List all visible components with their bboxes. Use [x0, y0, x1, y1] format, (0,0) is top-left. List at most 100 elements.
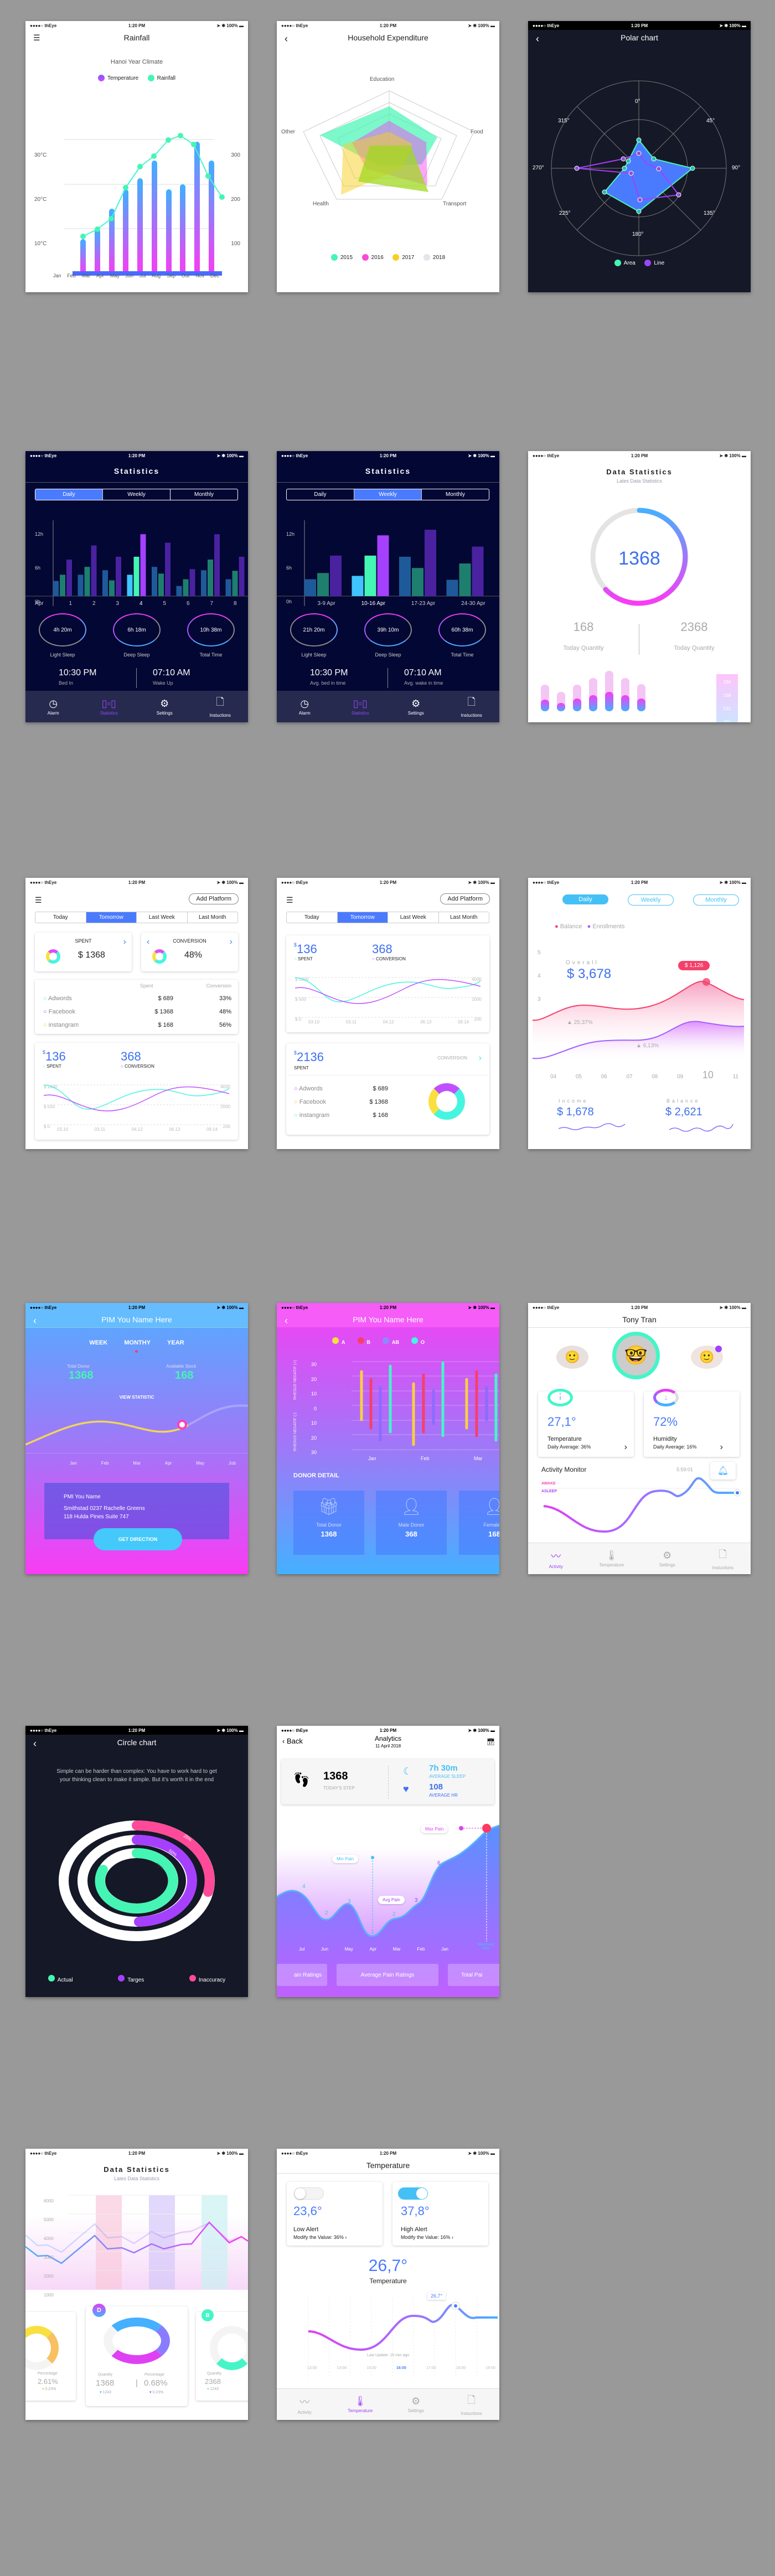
bar-chart-icon: ▯▫▯	[101, 697, 116, 709]
line-chart	[295, 977, 480, 1018]
tab-monthy[interactable]: MONTHY	[124, 1339, 151, 1346]
tab-temperature[interactable]: 🌡︎ Temperature	[590, 1550, 634, 1568]
add-platform-button[interactable]: Add Platform	[440, 893, 490, 904]
average-pain-ratings-button[interactable]: Average Pain Ratings	[337, 1964, 438, 1986]
tab-tomorrow[interactable]: Tomorrow	[337, 912, 388, 923]
tab-activity[interactable]: 〰 Activity	[534, 1549, 578, 1569]
platform-table: Spent Conversion ○ Adwords $ 689 33% ○ Fac…	[35, 980, 238, 1034]
high-alert-modify-link[interactable]: Modify the Value: 16% ›	[401, 2234, 453, 2240]
tab-instructions[interactable]: 🗋 Instuctions	[450, 2393, 494, 2416]
bell-icon[interactable]: 🔔︎	[710, 1462, 736, 1480]
avatar-left[interactable]: 🙂	[556, 1346, 588, 1369]
spent-card[interactable]: SPENT › $ 1368	[35, 933, 132, 971]
y-axis: 12h 6h 0h	[286, 531, 295, 604]
tab-alarm[interactable]: ◷ Alarm	[282, 698, 327, 716]
donor-card-total[interactable]: 🎁︎ Total Donor 1368	[293, 1491, 364, 1555]
angle-label: 90°	[732, 165, 741, 171]
back-arrow-icon[interactable]: ‹	[33, 1738, 37, 1749]
tab-last-month[interactable]: Last Month	[450, 914, 478, 920]
gauge-card-center[interactable]: D Quantity 1368 ▾ 1243 | Percentage 0.68…	[86, 2304, 188, 2406]
range-bar-chart	[352, 1361, 499, 1450]
water-drop-icon: 💧︎	[653, 1389, 679, 1406]
view-statistic-link[interactable]: VIEW STATISTIC	[119, 1395, 154, 1400]
gauge-card-left[interactable]: Percentage 2.61% ▾ 0.23%	[25, 2312, 76, 2401]
angle-label: 225°	[559, 210, 571, 216]
tab-settings[interactable]: ⚙ Settings	[142, 698, 187, 716]
pain-ratings-button[interactable]: ain Ratings	[277, 1964, 327, 1986]
y-axis-left: 30°C 20°C 10°C	[34, 152, 47, 247]
back-arrow-icon[interactable]: ‹	[33, 1315, 37, 1326]
status-bar: ●●●●○ thEye 1:20 PM ➤ ✱ 100% ▬	[281, 2150, 495, 2156]
avatar-main[interactable]: 🤓	[612, 1332, 660, 1379]
page-subtitle: Lates Data Statistics	[616, 478, 663, 484]
pill-monthly[interactable]: Monthly	[693, 894, 739, 906]
status-bar: ●●●●○ thEye 1:20 PM ➤ ✱ 100% ▬	[277, 1303, 499, 1312]
back-button[interactable]: ‹ Back	[282, 1737, 303, 1745]
y-axis: 6000 5000 4000 3000 2000 1000	[44, 2199, 54, 2298]
activity-line-chart	[543, 1477, 741, 1533]
tab-weekly[interactable]: Weekly	[103, 489, 170, 500]
pill-weekly[interactable]: Weekly	[628, 894, 674, 906]
back-arrow-icon[interactable]: ‹	[536, 33, 539, 44]
activity-icon: 〰	[551, 1550, 561, 1562]
conversion-card[interactable]: CONVERSION ‹ › 48%	[141, 933, 238, 971]
tab-monthly[interactable]: Monthly	[445, 492, 465, 498]
tab-settings[interactable]: ⚙ Settings	[645, 1550, 689, 1568]
tab-today[interactable]: Today	[287, 912, 338, 923]
tab-last-week[interactable]: Last Week	[388, 912, 439, 923]
temperature-screen: ●●●●○ thEye 1:20 PM ➤ ✱ 100% ▬ Temperature…	[277, 2149, 499, 2420]
tab-year[interactable]: YEAR	[167, 1339, 184, 1346]
menu-icon[interactable]: ☰	[286, 896, 293, 904]
tab-activity[interactable]: 〰 Activity	[282, 2394, 327, 2415]
total-pain-button[interactable]: Total Pai	[448, 1964, 499, 1986]
tab-last-week[interactable]: Last Week	[137, 912, 188, 923]
tab-settings[interactable]: ⚙ Settings	[394, 2396, 438, 2413]
high-alert-toggle[interactable]	[398, 2187, 428, 2200]
calendar-icon[interactable]: 📅︎	[486, 1738, 495, 1746]
tab-alarm[interactable]: ◷ Alarm	[31, 698, 75, 716]
chevron-right-icon[interactable]: ›	[478, 1053, 482, 1063]
gauge-card-right[interactable]: B Quantity 2368 ▾ 1243	[196, 2309, 248, 2401]
menu-icon[interactable]: ☰	[33, 33, 40, 42]
tab-last-month[interactable]: Last Month	[199, 914, 226, 920]
gear-icon: ⚙	[411, 2396, 421, 2407]
tab-instructions[interactable]: 🗋 Instuctions	[450, 695, 494, 718]
tab-tomorrow[interactable]: Tomorrow	[86, 912, 137, 923]
add-platform-button[interactable]: Add Platform	[189, 893, 239, 904]
tab-temperature[interactable]: 🌡︎ Temperature	[338, 2396, 383, 2413]
page-title: Tony Tran	[528, 1312, 751, 1328]
tab-daily[interactable]: Daily	[35, 489, 103, 500]
tab-bar: ◷ Alarm ▯▫▯ Statistics ⚙ Settings 🗋 Instucti…	[277, 691, 499, 722]
list-item: ○ Facebook $ 1368	[294, 1099, 388, 1105]
temperature-card[interactable]: ı̊ 27,1° Temperature Daily Average: 36% …	[538, 1389, 634, 1457]
tab-daily[interactable]: Daily	[287, 489, 354, 500]
pill-daily[interactable]: Daily	[562, 894, 608, 904]
tab-instructions[interactable]: 🗋 Instuctions	[198, 695, 242, 718]
tab-weekly[interactable]: Weekly	[354, 489, 422, 500]
humidity-card[interactable]: 💧︎ 72% Humidity Daily Average: 16% ›	[644, 1389, 740, 1457]
get-direction-button[interactable]: GET DIRECTION	[94, 1528, 182, 1550]
bed-time: 10:30 PM	[59, 668, 97, 677]
tab-statistics[interactable]: ▯▫▯ Statistics	[87, 698, 131, 716]
tab-week[interactable]: WEEK	[89, 1339, 108, 1346]
tab-statistics[interactable]: ▯▫▯ Statistics	[338, 698, 383, 716]
value-tooltip: $ 1,126	[678, 961, 710, 970]
low-alert-modify-link[interactable]: Modify the Valuw: 36% ›	[293, 2234, 347, 2240]
period-segmented-control: Daily Weekly Monthly	[35, 489, 238, 500]
back-arrow-icon[interactable]: ‹	[285, 33, 288, 44]
tab-monthly[interactable]: Monthly	[194, 492, 214, 498]
tab-today[interactable]: Today	[35, 912, 86, 923]
conversion-link[interactable]: CONVERSION	[437, 1056, 467, 1061]
tab-instructions[interactable]: 🗋 Instuctions	[701, 1548, 745, 1570]
avatar-right[interactable]: 🙂	[691, 1346, 723, 1369]
donor-card-male[interactable]: 👤︎ Male Donor 368	[376, 1491, 447, 1555]
donor-card-female[interactable]: 👤︎Female D168	[459, 1491, 499, 1555]
tab-settings[interactable]: ⚙ Settings	[394, 698, 438, 716]
angle-label: 45°	[706, 118, 715, 124]
page-title: Circle chart	[117, 1738, 157, 1747]
back-arrow-icon[interactable]: ‹	[285, 1315, 288, 1326]
balance-value: $ 2,621	[665, 1106, 702, 1118]
low-alert-toggle[interactable]	[294, 2187, 324, 2200]
menu-icon[interactable]: ☰	[35, 896, 42, 904]
angle-label: 270°	[533, 165, 544, 171]
